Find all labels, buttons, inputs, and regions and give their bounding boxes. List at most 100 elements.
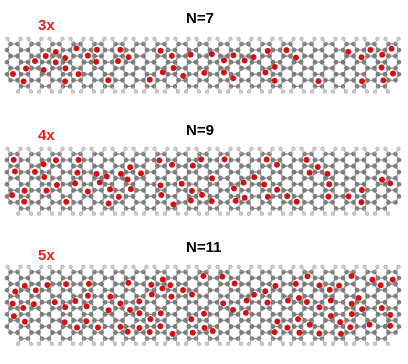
carbon-atom (341, 48, 346, 53)
carbon-atom (383, 72, 388, 77)
carbon-atom (99, 318, 104, 323)
carbon-atom (78, 66, 83, 71)
carbon-atom (82, 84, 87, 89)
hydrogen-atom (166, 265, 170, 269)
oxygen-atom (379, 305, 385, 311)
carbon-atom (113, 294, 118, 299)
oxygen-atom (379, 177, 385, 183)
carbon-atom (131, 48, 136, 53)
carbon-atom (239, 164, 244, 169)
carbon-atom (376, 288, 381, 293)
oxygen-atom (347, 324, 353, 330)
carbon-atom (50, 200, 55, 205)
hydrogen-atom (289, 90, 293, 94)
carbon-atom (61, 194, 66, 199)
hydrogen-atom (321, 37, 325, 41)
hydrogen-atom (195, 37, 199, 41)
carbon-atom (120, 294, 125, 299)
carbon-atom (271, 312, 276, 317)
carbon-atom (257, 182, 262, 187)
carbon-atom (309, 188, 314, 193)
carbon-atom (145, 158, 150, 163)
carbon-atom (334, 194, 339, 199)
carbon-atom (155, 270, 160, 275)
carbon-atom (393, 318, 398, 323)
oxygen-atom (83, 318, 89, 324)
hydrogen-atom (187, 265, 191, 269)
oxygen-atom (104, 174, 110, 180)
carbon-atom (365, 54, 370, 59)
carbon-atom (187, 324, 192, 329)
oxygen-atom (274, 318, 280, 324)
carbon-atom (302, 200, 307, 205)
carbon-atom (162, 66, 167, 71)
carbon-atom (250, 276, 255, 281)
carbon-atom (47, 300, 52, 305)
oxygen-atom (274, 187, 280, 193)
oxygen-atom (200, 273, 206, 279)
oxygen-atom (304, 299, 310, 305)
carbon-atom (309, 54, 314, 59)
carbon-atom (393, 164, 398, 169)
carbon-atom (225, 164, 230, 169)
carbon-atom (344, 294, 349, 299)
carbon-atom (5, 182, 10, 187)
carbon-atom (194, 312, 199, 317)
carbon-atom (155, 54, 160, 59)
carbon-atom (68, 158, 73, 163)
carbon-atom (267, 176, 272, 181)
hydrogen-atom (79, 212, 83, 216)
carbon-atom (320, 288, 325, 293)
carbon-atom (225, 176, 230, 181)
oxygen-atom (222, 156, 228, 162)
carbon-atom (218, 176, 223, 181)
carbon-atom (162, 164, 167, 169)
carbon-atom (176, 294, 181, 299)
ribbon-label: N=11 (186, 239, 221, 256)
hydrogen-atom (184, 212, 188, 216)
oxygen-atom (169, 162, 175, 168)
carbon-atom (355, 194, 360, 199)
carbon-atom (376, 72, 381, 77)
carbon-atom (155, 282, 160, 287)
hydrogen-atom (237, 265, 241, 269)
carbon-atom (36, 188, 41, 193)
carbon-atom (225, 78, 230, 83)
carbon-atom (82, 312, 87, 317)
carbon-atom (162, 200, 167, 205)
carbon-atom (292, 48, 297, 53)
carbon-atom (393, 54, 398, 59)
hydrogen-atom (237, 147, 241, 151)
carbon-atom (372, 294, 377, 299)
carbon-atom (40, 300, 45, 305)
carbon-atom (355, 72, 360, 77)
carbon-atom (355, 60, 360, 65)
carbon-atom (47, 194, 52, 199)
carbon-atom (362, 182, 367, 187)
carbon-atom (71, 294, 76, 299)
carbon-atom (61, 158, 66, 163)
carbon-atom (386, 270, 391, 275)
carbon-atom (383, 84, 388, 89)
carbon-atom (47, 158, 52, 163)
hydrogen-atom (216, 265, 220, 269)
hydrogen-atom (197, 90, 201, 94)
carbon-atom (36, 306, 41, 311)
carbon-atom (68, 72, 73, 77)
carbon-atom (187, 170, 192, 175)
carbon-atom (120, 164, 125, 169)
oxygen-atom (390, 70, 396, 76)
carbon-atom (61, 300, 66, 305)
hydrogen-atom (71, 90, 75, 94)
hydrogen-atom (208, 265, 212, 269)
carbon-atom (365, 200, 370, 205)
hydrogen-atom (250, 147, 254, 151)
carbon-atom (236, 324, 241, 329)
carbon-atom (29, 78, 34, 83)
carbon-atom (113, 330, 118, 335)
carbon-atom (257, 276, 262, 281)
carbon-atom (334, 300, 339, 305)
carbon-atom (124, 324, 129, 329)
carbon-atom (176, 306, 181, 311)
carbon-atom (355, 48, 360, 53)
